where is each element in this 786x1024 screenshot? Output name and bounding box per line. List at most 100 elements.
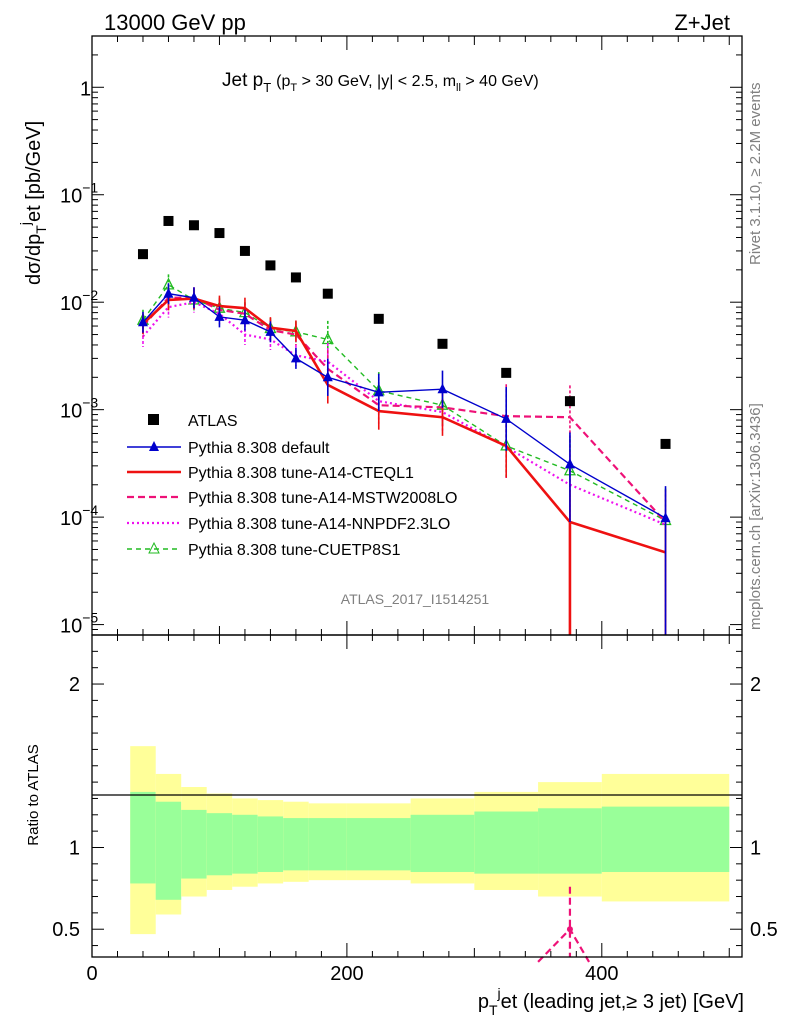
- default-marker: [163, 287, 174, 298]
- title-cuts-a: (p: [276, 73, 290, 90]
- main-ylabel-a-sub: T: [33, 225, 49, 234]
- default-marker: [239, 314, 250, 325]
- x-tick-label: 0: [86, 963, 97, 985]
- ratio-y-tick-label: 0.5: [52, 919, 80, 941]
- rivet-label: Rivet 3.1.10, ≥ 2.2M events: [747, 83, 764, 266]
- ratio-mstw-series: [537, 886, 591, 963]
- y-tick-label: 10−4: [60, 502, 98, 530]
- xlabel-c: et (leading jet,≥ 3 jet) [GeV]: [501, 991, 744, 1013]
- inner-band-bin: [283, 818, 309, 871]
- atlas-point: [322, 288, 333, 299]
- inner-band-bin: [257, 816, 284, 873]
- title-main-sub: T: [263, 80, 271, 95]
- atlas-point: [239, 245, 250, 256]
- y-tick-label: 10−5: [60, 610, 98, 638]
- inner-band-bin: [308, 818, 347, 871]
- xlabel-a: p: [478, 991, 489, 1013]
- main-ylabel-b: j: [17, 222, 33, 226]
- title-cuts-a-sub: T: [290, 82, 297, 94]
- ratio-y-tick-label-right: 1: [750, 837, 761, 859]
- ratio-y-tick-label-right: 0.5: [750, 919, 778, 941]
- ratio-xlabel: pTjet (leading jet,≥ 3 jet) [GeV]: [478, 985, 744, 1018]
- atlas-point: [214, 228, 225, 239]
- ratio-uncertainty-bands: [130, 746, 730, 935]
- ratio-y-tick-label-right: 2: [750, 674, 761, 696]
- atlas-point: [137, 249, 148, 260]
- inner-band-bin: [130, 791, 156, 884]
- ratio-y-tick-label: 1: [69, 837, 80, 859]
- main-ylabel-a: dσ/dp: [23, 234, 45, 285]
- y-tick-label: 1: [80, 78, 91, 100]
- y-tick-base: 10: [60, 616, 82, 638]
- y-tick-exp: −2: [82, 287, 98, 303]
- atlas-point: [501, 367, 512, 378]
- axes-layer: 10−510−410−310−210−110.5 0.51 12 20 200 400: [52, 35, 778, 985]
- default-marker: [322, 371, 333, 382]
- default-marker: [437, 383, 448, 394]
- inner-band-bin: [474, 811, 539, 874]
- xlabel-a-sub: T: [489, 1002, 498, 1018]
- x-tick-label: 400: [585, 963, 618, 985]
- atlas-point: [564, 396, 575, 407]
- main-ylabel-c: et [pb/GeV]: [23, 121, 45, 222]
- inner-band-bin: [410, 814, 475, 873]
- y-tick-label: 10−2: [60, 287, 98, 315]
- inner-band-bin: [181, 809, 207, 879]
- y-tick-label: 10−3: [60, 395, 98, 423]
- inner-band-bin: [232, 814, 258, 874]
- y-tick-base: 10: [60, 508, 82, 530]
- legend: ATLAS Pythia 8.308 default Pythia 8.308 tu…: [127, 413, 457, 559]
- main-ylabel: dσ/dpTjet [pb/GeV]: [17, 121, 49, 285]
- atlas-point: [373, 313, 384, 324]
- atlas-point: [437, 338, 448, 349]
- header-left: 13000 GeV pp: [104, 10, 246, 35]
- inner-band-bin: [155, 801, 182, 900]
- y-tick-base: 10: [60, 186, 82, 208]
- legend-cteql1-label: Pythia 8.308 tune-A14-CTEQL1: [188, 465, 414, 482]
- y-tick-label: 10−1: [60, 180, 98, 208]
- title-cuts-b: > 30 GeV, |y| < 2.5, m: [297, 73, 456, 90]
- inner-band-bin: [346, 818, 411, 871]
- inner-band-bin: [538, 808, 602, 874]
- atlas-point: [265, 260, 276, 271]
- atlas-point: [188, 220, 199, 231]
- default-marker: [214, 310, 225, 321]
- y-tick-base: 1: [80, 78, 91, 100]
- legend-nnpdf-label: Pythia 8.308 tune-A14-NNPDF2.3LO: [188, 516, 450, 533]
- y-tick-exp: −3: [82, 395, 98, 411]
- y-tick-base: 10: [60, 293, 82, 315]
- default-marker: [660, 512, 671, 523]
- title-cuts-c: > 40 GeV): [461, 73, 539, 90]
- ratio-y-tick-label: 2: [69, 674, 80, 696]
- default-marker: [290, 352, 301, 363]
- title-main: Jet p: [222, 70, 263, 91]
- title-cuts-b-sub: ll: [456, 82, 461, 94]
- default-marker: [265, 325, 276, 336]
- plot-title: Jet pT (pT > 30 GeV, |y| < 2.5, mll > 40 …: [222, 70, 539, 95]
- main-series-layer: [136, 215, 672, 635]
- default-marker: [501, 412, 512, 423]
- y-tick-exp: −4: [82, 502, 98, 518]
- atlas-point: [290, 272, 301, 283]
- default-marker: [564, 458, 575, 469]
- legend-mstw-label: Pythia 8.308 tune-A14-MSTW2008LO: [188, 490, 457, 507]
- default-marker: [373, 386, 384, 397]
- mcplots-label: mcplots.cern.ch [arXiv:1306.3436]: [747, 403, 764, 630]
- legend-cuetp8s1-label: Pythia 8.308 tune-CUETP8S1: [188, 542, 401, 559]
- inner-band-bin: [601, 806, 730, 873]
- legend-atlas-marker: [148, 414, 159, 425]
- atlas-point: [163, 215, 174, 226]
- default-marker: [188, 291, 199, 302]
- mstw-ratio-point: [566, 926, 573, 933]
- xlabel-b: j: [497, 985, 501, 1001]
- y-tick-exp: −1: [82, 180, 98, 196]
- legend-default-marker: [149, 441, 159, 451]
- inner-band-bin: [206, 813, 233, 876]
- header-right: Z+Jet: [674, 10, 730, 35]
- ratio-frame: [91, 634, 743, 958]
- legend-atlas-label: ATLAS: [188, 413, 238, 430]
- y-tick-base: 10: [60, 401, 82, 423]
- legend-default-label: Pythia 8.308 default: [188, 440, 330, 457]
- analysis-watermark: ATLAS_2017_I1514251: [341, 591, 490, 607]
